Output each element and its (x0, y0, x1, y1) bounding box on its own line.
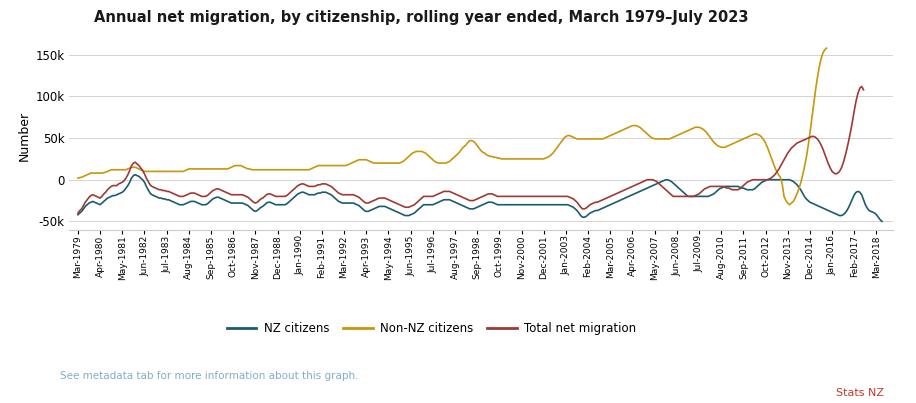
Text: Stats NZ: Stats NZ (836, 388, 884, 398)
Y-axis label: Number: Number (18, 111, 31, 161)
Text: See metadata tab for more information about this graph.: See metadata tab for more information ab… (60, 371, 358, 381)
Text: Annual net migration, by citizenship, rolling year ended, March 1979–July 2023: Annual net migration, by citizenship, ro… (94, 10, 748, 25)
Legend: NZ citizens, Non-NZ citizens, Total net migration: NZ citizens, Non-NZ citizens, Total net … (223, 318, 640, 340)
